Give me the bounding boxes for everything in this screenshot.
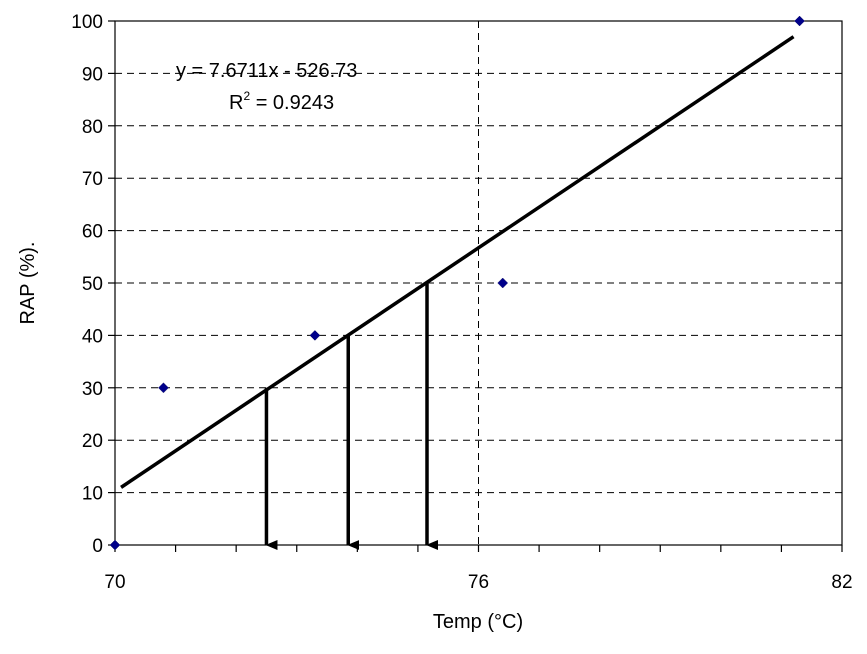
r-squared-label: R2 = 0.9243 (229, 89, 334, 114)
trendline (120, 35, 795, 489)
y-tick-label-50: 50 (82, 274, 103, 295)
y-tick-label-30: 30 (82, 379, 103, 400)
x-tick-label-70: 70 (104, 572, 125, 593)
y-axis-title: RAP (%). (17, 242, 39, 325)
y-tick-label-20: 20 (82, 431, 103, 452)
y-tick-label-80: 80 (82, 117, 103, 138)
data-point-2 (158, 382, 169, 394)
y-tick-label-0: 0 (92, 536, 103, 557)
r-squared-value: = 0.9243 (250, 92, 334, 114)
data-point-5 (794, 15, 805, 27)
x-tick-label-76: 76 (468, 572, 489, 593)
y-tick-label-40: 40 (82, 326, 103, 347)
r-squared-exponent: 2 (243, 89, 250, 103)
y-tick-label-60: 60 (82, 222, 103, 243)
data-point-1 (109, 539, 121, 551)
x-tick-label-82: 82 (831, 572, 852, 593)
equation-label: y = 7.6711x - 526.73 (176, 60, 357, 82)
data-point-3 (309, 330, 321, 341)
x-axis-title: Temp (°C) (433, 611, 523, 633)
r-squared-prefix: R (229, 92, 243, 114)
data-point-4 (497, 277, 509, 289)
y-tick-label-90: 90 (82, 64, 103, 85)
y-tick-label-10: 10 (82, 484, 103, 505)
y-tick-label-100: 100 (71, 12, 103, 33)
y-tick-label-70: 70 (82, 169, 103, 190)
